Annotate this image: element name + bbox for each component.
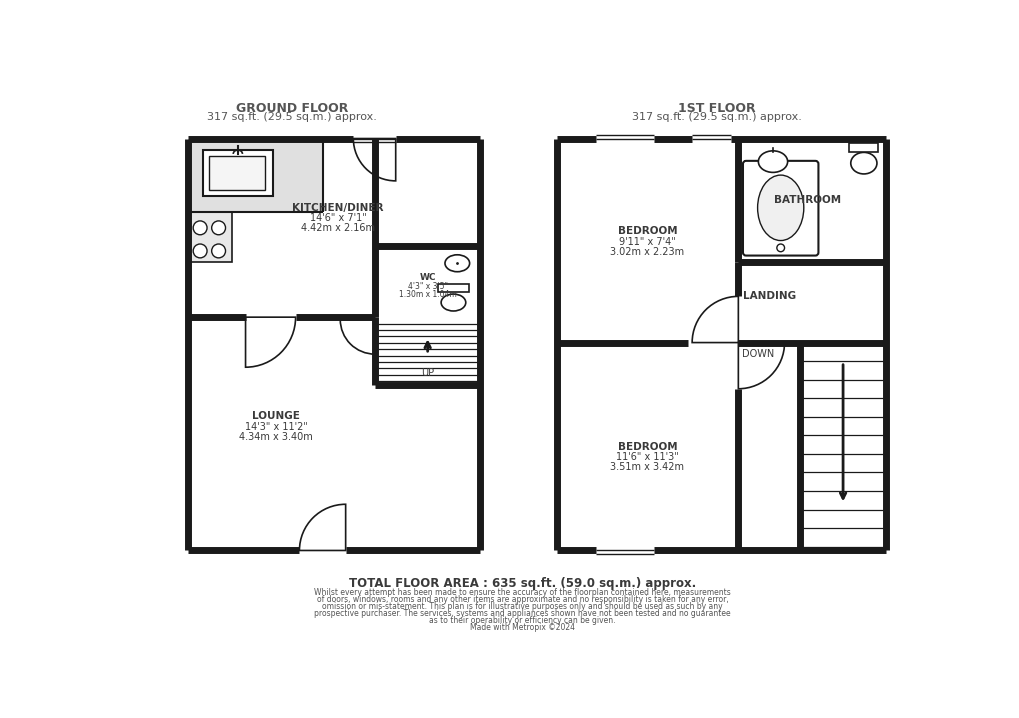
Ellipse shape <box>758 151 787 172</box>
Wedge shape <box>692 297 738 342</box>
Text: omission or mis-statement. This plan is for illustrative purposes only and shoul: omission or mis-statement. This plan is … <box>322 602 722 611</box>
Text: GROUND FLOOR: GROUND FLOOR <box>235 101 347 115</box>
Text: 1.30m x 1.04m: 1.30m x 1.04m <box>398 290 457 299</box>
Wedge shape <box>353 139 395 181</box>
FancyBboxPatch shape <box>742 161 817 256</box>
Text: Whilst every attempt has been made to ensure the accuracy of the floorplan conta: Whilst every attempt has been made to en… <box>314 588 731 597</box>
Text: LOUNGE: LOUNGE <box>252 411 300 421</box>
Wedge shape <box>246 317 296 367</box>
Bar <box>437 284 469 292</box>
Circle shape <box>193 244 207 258</box>
Bar <box>190 212 231 262</box>
Bar <box>209 157 265 190</box>
Text: UP: UP <box>421 368 434 378</box>
Wedge shape <box>300 504 345 551</box>
Text: of doors, windows, rooms and any other items are approximate and no responsibili: of doors, windows, rooms and any other i… <box>317 595 728 604</box>
Wedge shape <box>340 320 375 354</box>
Circle shape <box>212 244 225 258</box>
Ellipse shape <box>850 152 876 174</box>
Text: KITCHEN/DINER: KITCHEN/DINER <box>291 202 383 213</box>
Text: 4'3" x 3'5": 4'3" x 3'5" <box>408 282 447 291</box>
Text: 3.02m x 2.23m: 3.02m x 2.23m <box>609 247 684 257</box>
Ellipse shape <box>444 255 469 271</box>
Text: 3.51m x 3.42m: 3.51m x 3.42m <box>610 462 684 472</box>
Text: DOWN: DOWN <box>742 349 773 359</box>
Circle shape <box>193 221 207 235</box>
Text: 1ST FLOOR: 1ST FLOOR <box>678 101 755 115</box>
Bar <box>849 143 877 152</box>
Text: prospective purchaser. The services, systems and appliances shown have not been : prospective purchaser. The services, sys… <box>314 609 731 618</box>
Text: 317 sq.ft. (29.5 sq.m.) approx.: 317 sq.ft. (29.5 sq.m.) approx. <box>207 111 376 121</box>
Text: 14'6" x 7'1": 14'6" x 7'1" <box>310 213 366 223</box>
Text: 11'6" x 11'3": 11'6" x 11'3" <box>615 452 679 462</box>
Ellipse shape <box>440 294 466 311</box>
Text: 9'11" x 7'4": 9'11" x 7'4" <box>619 237 676 247</box>
Text: 4.34m x 3.40m: 4.34m x 3.40m <box>239 432 313 442</box>
Wedge shape <box>738 342 784 388</box>
Circle shape <box>776 244 784 252</box>
Text: as to their operability or efficiency can be given.: as to their operability or efficiency ca… <box>429 616 615 625</box>
Text: Made with Metropix ©2024: Made with Metropix ©2024 <box>470 623 575 632</box>
Text: BATHROOM: BATHROOM <box>773 195 841 205</box>
Text: 317 sq.ft. (29.5 sq.m.) approx.: 317 sq.ft. (29.5 sq.m.) approx. <box>631 111 801 121</box>
Text: LANDING: LANDING <box>742 292 795 302</box>
Text: 4.42m x 2.16m: 4.42m x 2.16m <box>301 223 375 233</box>
Text: TOTAL FLOOR AREA : 635 sq.ft. (59.0 sq.m.) approx.: TOTAL FLOOR AREA : 635 sq.ft. (59.0 sq.m… <box>348 577 696 590</box>
Bar <box>203 150 272 196</box>
Text: 14'3" x 11'2": 14'3" x 11'2" <box>245 422 308 432</box>
Circle shape <box>212 221 225 235</box>
Text: BEDROOM: BEDROOM <box>618 226 677 236</box>
Text: BEDROOM: BEDROOM <box>618 442 677 452</box>
Ellipse shape <box>757 175 803 241</box>
Text: WC: WC <box>419 273 435 281</box>
Bar <box>187 139 322 212</box>
